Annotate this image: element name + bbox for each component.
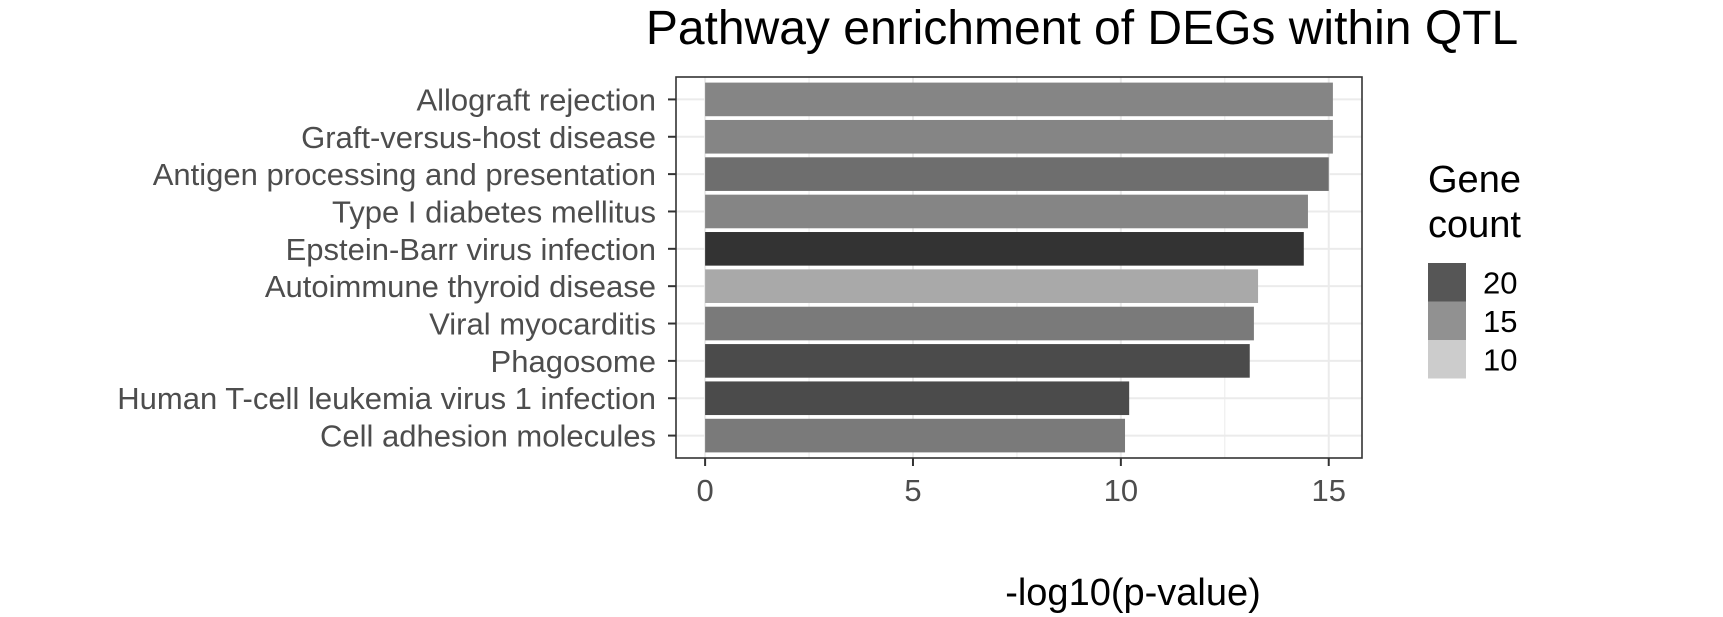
y-tick-label: Viral myocarditis: [429, 307, 656, 342]
bars-layer: [705, 82, 1333, 453]
legend-key: [1428, 263, 1466, 302]
x-tick-label: 15: [1311, 473, 1345, 508]
x-tick-label: 10: [1104, 473, 1138, 508]
bar: [705, 306, 1254, 341]
bar: [705, 232, 1304, 266]
bar: [705, 269, 1259, 303]
y-tick-label: Allograft rejection: [416, 82, 656, 117]
y-tick-label: Antigen processing and presentation: [153, 157, 656, 192]
bar: [705, 344, 1250, 378]
y-tick-label: Phagosome: [491, 344, 656, 379]
legend-title-line: Gene: [1428, 159, 1521, 201]
y-tick-label: Autoimmune thyroid disease: [265, 269, 656, 304]
x-tick-label: 5: [904, 473, 921, 508]
y-tick-label: Type I diabetes mellitus: [332, 194, 656, 229]
y-tick-label: Graft-versus-host disease: [301, 120, 656, 155]
legend-label: 10: [1483, 342, 1517, 377]
legend-key: [1428, 301, 1466, 340]
bar: [705, 157, 1329, 191]
y-tick-label: Human T-cell leukemia virus 1 infection: [117, 381, 656, 416]
x-tick-label: 0: [696, 473, 713, 508]
legend-label: 15: [1483, 304, 1517, 339]
bar: [705, 381, 1130, 416]
chart-title: Pathway enrichment of DEGs within QTL: [646, 2, 1518, 55]
bar: [705, 194, 1308, 229]
bar: [705, 418, 1126, 453]
plot-panel-border: [675, 76, 1363, 459]
legend-label: 20: [1483, 265, 1517, 300]
y-tick-label: Cell adhesion molecules: [320, 419, 656, 454]
bar: [705, 119, 1333, 154]
y-tick-label: Epstein-Barr virus infection: [286, 232, 656, 267]
legend-key: [1428, 340, 1466, 379]
x-axis-title: -log10(p-value): [1005, 572, 1261, 614]
legend-title-line: count: [1428, 204, 1521, 246]
bar: [705, 82, 1333, 117]
